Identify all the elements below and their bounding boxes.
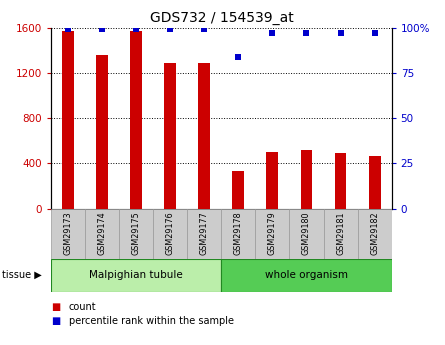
Bar bbox=[324, 209, 358, 259]
Bar bbox=[335, 153, 347, 209]
Text: GSM29177: GSM29177 bbox=[200, 211, 209, 255]
Bar bbox=[96, 55, 108, 209]
Bar bbox=[368, 156, 380, 209]
Bar bbox=[153, 209, 187, 259]
Bar bbox=[267, 152, 279, 209]
Bar bbox=[255, 209, 290, 259]
Text: GSM29179: GSM29179 bbox=[268, 211, 277, 255]
Bar bbox=[51, 259, 222, 292]
Text: Malpighian tubule: Malpighian tubule bbox=[89, 270, 183, 280]
Text: whole organism: whole organism bbox=[265, 270, 348, 280]
Point bbox=[303, 30, 310, 36]
Text: percentile rank within the sample: percentile rank within the sample bbox=[69, 316, 234, 326]
Text: GSM29173: GSM29173 bbox=[64, 211, 73, 255]
Text: GSM29181: GSM29181 bbox=[336, 211, 345, 255]
Text: ■: ■ bbox=[51, 302, 61, 312]
Point bbox=[337, 30, 344, 36]
Text: ■: ■ bbox=[51, 316, 61, 326]
Bar bbox=[290, 209, 324, 259]
Bar bbox=[222, 259, 392, 292]
Text: GSM29178: GSM29178 bbox=[234, 211, 243, 255]
Bar bbox=[232, 171, 244, 209]
Bar bbox=[130, 31, 142, 209]
Point bbox=[201, 27, 208, 32]
Point bbox=[133, 27, 140, 32]
Bar bbox=[300, 150, 312, 209]
Text: count: count bbox=[69, 302, 97, 312]
Text: tissue ▶: tissue ▶ bbox=[2, 270, 42, 280]
Bar bbox=[187, 209, 222, 259]
Point bbox=[99, 27, 106, 32]
Text: GSM29174: GSM29174 bbox=[98, 211, 107, 255]
Bar bbox=[51, 209, 85, 259]
Bar bbox=[164, 63, 176, 209]
Bar bbox=[119, 209, 153, 259]
Bar bbox=[358, 209, 392, 259]
Title: GDS732 / 154539_at: GDS732 / 154539_at bbox=[150, 11, 293, 25]
Point bbox=[65, 27, 72, 32]
Point bbox=[371, 30, 378, 36]
Bar bbox=[222, 209, 255, 259]
Bar bbox=[85, 209, 119, 259]
Bar bbox=[198, 63, 210, 209]
Point bbox=[235, 54, 242, 59]
Text: GSM29182: GSM29182 bbox=[370, 211, 379, 255]
Point bbox=[269, 30, 276, 36]
Bar bbox=[62, 31, 74, 209]
Text: GSM29176: GSM29176 bbox=[166, 211, 175, 255]
Text: GSM29180: GSM29180 bbox=[302, 211, 311, 255]
Point bbox=[167, 27, 174, 32]
Text: GSM29175: GSM29175 bbox=[132, 211, 141, 255]
